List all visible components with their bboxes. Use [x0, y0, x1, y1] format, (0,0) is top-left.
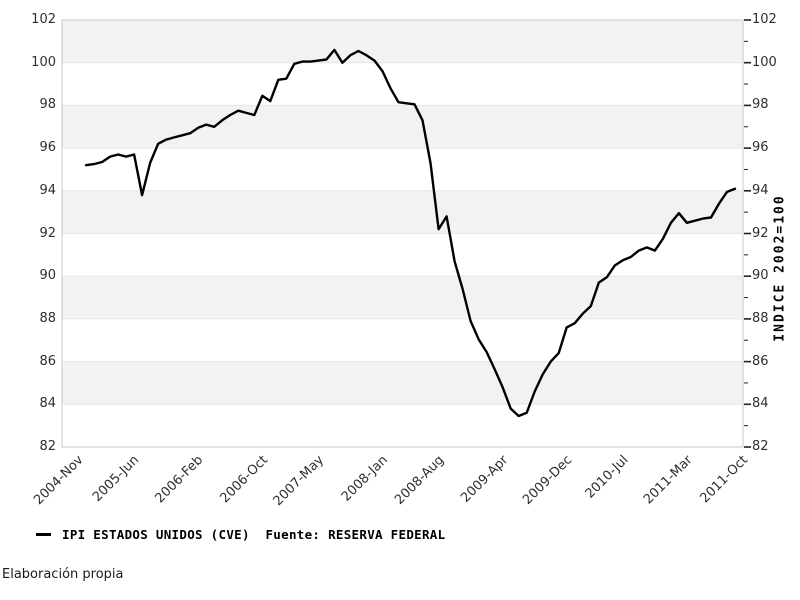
y-tick-label-right: 82: [752, 439, 769, 454]
y-tick-label-left: 90: [39, 268, 56, 284]
y-tick-label-right: 102: [752, 12, 777, 27]
y-tick-label-right: 90: [752, 268, 769, 284]
plot-band: [62, 105, 743, 149]
legend: IPI ESTADOS UNIDOS (CVE) Fuente: RESERVA…: [36, 527, 445, 542]
y-tick-label-left: 96: [39, 140, 56, 156]
y-tick-label-right: 86: [752, 353, 769, 369]
plot-band: [62, 276, 743, 319]
plot-band: [62, 62, 743, 106]
legend-line-swatch: [36, 533, 51, 536]
y-tick-label-left: 92: [39, 225, 56, 241]
y-tick-label-left: 82: [39, 439, 56, 454]
y-tick-label-left: 94: [39, 182, 56, 198]
y-tick-label-left: 84: [39, 396, 56, 412]
y-tick-label-left: 102: [31, 12, 56, 27]
y-tick-label-right: 96: [752, 140, 769, 156]
plot-band: [62, 318, 743, 362]
data-line: [84, 48, 737, 418]
credit-text: Elaboración propia: [2, 567, 124, 582]
plot-band: [62, 404, 743, 447]
y-tick-label-right: 100: [752, 54, 777, 70]
plot-border: [61, 19, 744, 448]
y-tick-label-right: 98: [752, 97, 769, 113]
y-tick-label-left: 88: [39, 310, 56, 326]
plot-band: [62, 148, 743, 191]
y-tick-label-left: 98: [39, 97, 56, 113]
plot-band: [62, 20, 743, 63]
y-tick-label-left: 100: [31, 54, 56, 70]
plot-band: [62, 233, 743, 277]
y-tick-label-right: 92: [752, 225, 769, 241]
y-tick-label-right: 88: [752, 310, 769, 326]
legend-label: IPI ESTADOS UNIDOS (CVE) Fuente: RESERVA…: [62, 527, 446, 542]
plot-band: [62, 190, 743, 234]
y-tick-label-left: 86: [39, 353, 56, 369]
plot-band: [62, 361, 743, 405]
y-axis-title: INDICE 2002=100: [772, 194, 788, 342]
y-tick-label-right: 84: [752, 396, 769, 412]
y-tick-label-right: 94: [752, 182, 769, 198]
